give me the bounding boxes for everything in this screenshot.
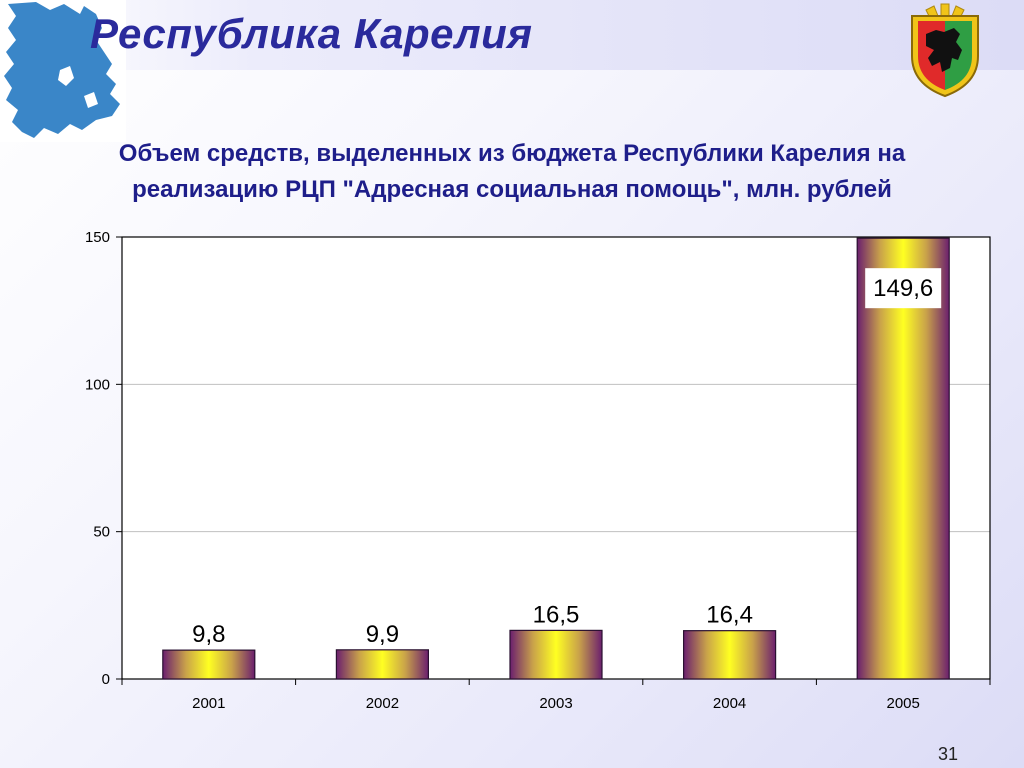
bar-2001 [162,649,256,680]
bar-2002 [335,649,429,680]
data-label: 9,9 [366,621,399,648]
chart-title-line2: реализацию РЦП "Адресная социальная помо… [132,176,892,203]
x-tick-label: 2001 [192,695,225,712]
x-tick-label: 2002 [366,695,399,712]
y-tick-label: 50 [93,524,110,541]
karelia-coat-of-arms-icon [904,2,986,98]
data-label: 149,6 [873,275,933,302]
slide-title: Республика Карелия [90,10,533,57]
x-tick-label: 2005 [887,695,920,712]
data-label: 16,4 [706,602,753,629]
x-tick-label: 2004 [713,695,746,712]
header-band [0,0,1024,70]
data-label: 16,5 [533,601,580,628]
plot-area [122,237,990,679]
chart-title-line1: Объем средств, выделенных из бюджета Рес… [118,140,906,167]
chart-title: Объем средств, выделенных из бюджета Рес… [20,136,1004,208]
bar-2005 [856,237,950,680]
bar-2004 [682,630,777,680]
y-tick-label: 100 [85,376,110,393]
slide-number: 31 [937,744,959,764]
data-label-box [865,268,942,309]
bar-2003 [509,629,603,680]
y-tick-label: 150 [85,229,110,246]
y-tick-label: 0 [102,671,110,688]
x-tick-label: 2003 [539,695,572,712]
karelia-map-icon [0,0,126,142]
data-label: 9,8 [192,621,225,648]
